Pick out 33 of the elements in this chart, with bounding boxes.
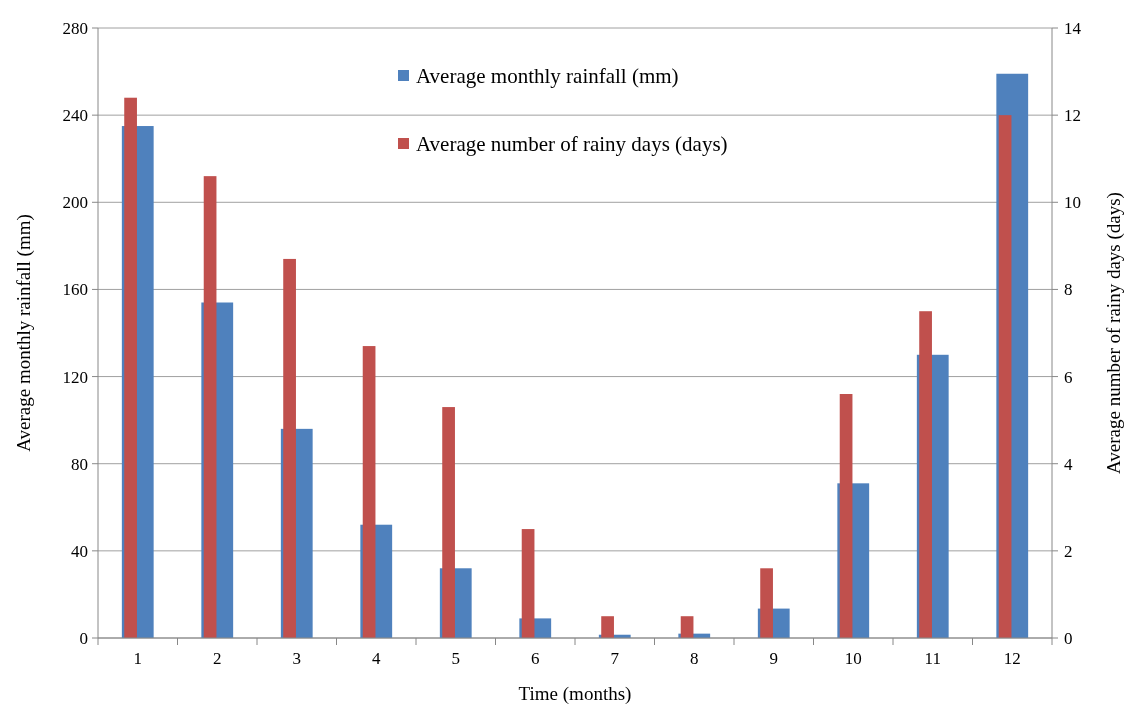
y2-tick-label: 8: [1064, 280, 1073, 300]
y-tick-label: 280: [62, 18, 88, 38]
y2-tick-label: 2: [1064, 541, 1073, 561]
x-tick-label: 2: [213, 649, 222, 668]
y2-tick-label: 0: [1064, 628, 1073, 648]
x-tick-label: 10: [844, 649, 862, 668]
x-tick-label: 7: [610, 649, 620, 668]
y2-tick-label: 10: [1064, 193, 1081, 213]
legend-label: Average number of rainy days (days): [416, 132, 728, 157]
x-tick-label: 12: [1003, 649, 1021, 668]
y2-tick-label: 4: [1064, 454, 1073, 474]
y-axis-title: Average monthly rainfall (mm): [13, 214, 35, 452]
x-tick-label: 4: [372, 649, 381, 668]
y-tick-label: 240: [62, 106, 88, 126]
y-tick-label: 40: [71, 541, 88, 561]
y-tick-label: 0: [79, 628, 88, 648]
y-tick-label: 200: [62, 193, 88, 213]
y2-tick-label: 6: [1064, 367, 1073, 387]
y-tick-label: 120: [62, 367, 88, 387]
x-tick-label: 11: [924, 649, 941, 668]
x-tick-label: 1: [133, 649, 142, 668]
x-tick-label: 5: [451, 649, 460, 668]
y-tick-label: 160: [62, 280, 88, 300]
x-axis-title: Time (months): [518, 683, 632, 705]
y-tick-label: 80: [71, 454, 88, 474]
x-tick-label: 9: [769, 649, 778, 668]
y2-tick-label: 14: [1064, 18, 1082, 38]
x-tick-label: 8: [690, 649, 699, 668]
x-tick-label: 6: [531, 649, 540, 668]
y2-tick-label: 12: [1064, 106, 1081, 126]
y2-axis-title: Average number of rainy days (days): [1103, 192, 1125, 474]
x-tick-label: 3: [292, 649, 301, 668]
legend-label: Average monthly rainfall (mm): [416, 64, 679, 89]
